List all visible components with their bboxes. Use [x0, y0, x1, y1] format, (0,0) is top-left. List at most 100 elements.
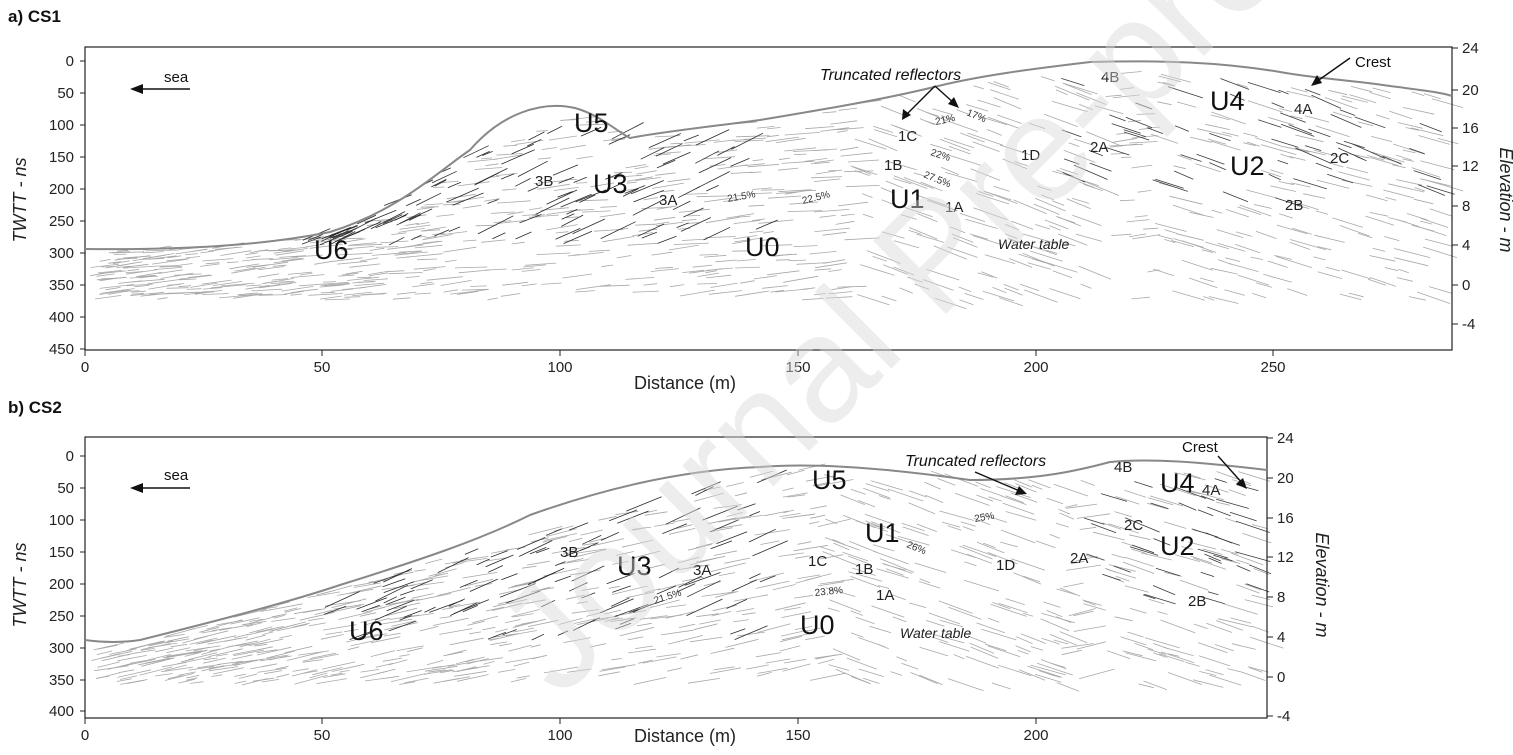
reflector — [1340, 294, 1362, 300]
reflector — [337, 589, 373, 595]
reflector — [431, 179, 446, 187]
reflector — [836, 669, 871, 683]
reflector — [1326, 267, 1340, 271]
reflector — [416, 594, 452, 601]
panel-b-dip: 26% — [905, 540, 928, 558]
reflector — [389, 273, 423, 274]
reflector — [1138, 190, 1152, 192]
reflector — [562, 214, 575, 219]
reflector — [656, 152, 681, 154]
reflector — [761, 190, 784, 191]
reflector — [706, 217, 739, 222]
reflector — [749, 205, 765, 206]
reflector — [554, 187, 579, 190]
reflector — [1349, 293, 1364, 297]
reflector — [481, 240, 505, 242]
reflector — [1279, 214, 1293, 218]
reflector — [1369, 256, 1395, 262]
reflector — [559, 177, 575, 183]
reflector — [1224, 290, 1245, 296]
tick-label: 50 — [57, 85, 74, 102]
reflector — [190, 682, 203, 684]
reflector — [1424, 94, 1441, 99]
reflector — [1272, 103, 1284, 108]
reflector — [1205, 124, 1230, 129]
reflector — [710, 165, 726, 167]
reflector — [469, 632, 481, 634]
reflector — [1397, 278, 1413, 282]
reflector — [1036, 541, 1056, 548]
reflector — [320, 296, 342, 299]
reflector — [1081, 480, 1095, 485]
panel-a-crest-label: Crest — [1355, 54, 1392, 71]
reflector — [1185, 662, 1199, 666]
reflector — [1216, 499, 1249, 508]
reflector — [709, 291, 742, 295]
reflector — [515, 178, 530, 186]
reflector — [1305, 146, 1321, 151]
reflector — [1105, 568, 1116, 572]
reflector — [841, 153, 873, 156]
reflector — [227, 262, 238, 263]
reflector — [400, 590, 414, 595]
reflector — [682, 239, 707, 240]
reflector — [1347, 167, 1368, 173]
reflector — [1252, 626, 1269, 632]
reflector — [553, 165, 578, 175]
reflector — [919, 675, 943, 685]
reflector — [423, 235, 453, 240]
reflector — [1225, 258, 1240, 262]
reflector — [1392, 165, 1405, 168]
reflector — [325, 299, 350, 300]
reflector — [704, 255, 726, 257]
reflector — [938, 479, 956, 486]
reflector — [1293, 228, 1312, 234]
reflector — [200, 264, 220, 267]
reflector — [504, 145, 517, 146]
panel-b-subunit-4b: 4B — [1114, 459, 1132, 476]
reflector — [349, 586, 381, 593]
reflector — [1093, 532, 1125, 540]
reflector — [909, 503, 936, 514]
reflector — [425, 607, 436, 612]
reflector — [399, 655, 409, 657]
reflector — [391, 233, 406, 235]
reflector — [1060, 632, 1088, 643]
panel-a-subunit-3b: 3B — [535, 173, 553, 190]
reflector — [1176, 234, 1203, 241]
reflector — [415, 293, 431, 294]
reflector — [869, 626, 891, 633]
reflector — [278, 248, 291, 250]
reflector — [668, 179, 691, 182]
reflector — [1129, 234, 1146, 237]
reflector — [1180, 580, 1208, 590]
reflector — [858, 638, 885, 647]
reflector — [1316, 211, 1328, 215]
reflector — [1209, 133, 1230, 140]
reflector — [1057, 589, 1077, 595]
reflector — [497, 201, 531, 203]
reflector — [1287, 289, 1307, 296]
reflector — [389, 660, 407, 665]
reflector — [682, 219, 697, 220]
tick-label: 450 — [49, 341, 74, 358]
reflector — [246, 285, 261, 286]
reflector — [1277, 225, 1307, 234]
panel-a-y-left-axis: 0 50 100 150 200 250 300 350 400 450 — [49, 53, 85, 358]
reflector — [961, 522, 976, 526]
reflector — [1417, 292, 1450, 304]
reflector — [1249, 565, 1271, 574]
reflector — [1076, 234, 1102, 241]
reflector — [349, 264, 380, 267]
reflector — [823, 112, 837, 113]
reflector — [1316, 126, 1350, 137]
reflector — [1332, 218, 1363, 228]
reflector — [1216, 621, 1243, 631]
panel-a-dip: 22.5% — [801, 189, 831, 207]
reflector — [625, 277, 654, 279]
reflector — [734, 595, 768, 601]
reflector — [1344, 141, 1365, 148]
reflector — [1179, 503, 1197, 510]
reflector — [433, 187, 445, 188]
